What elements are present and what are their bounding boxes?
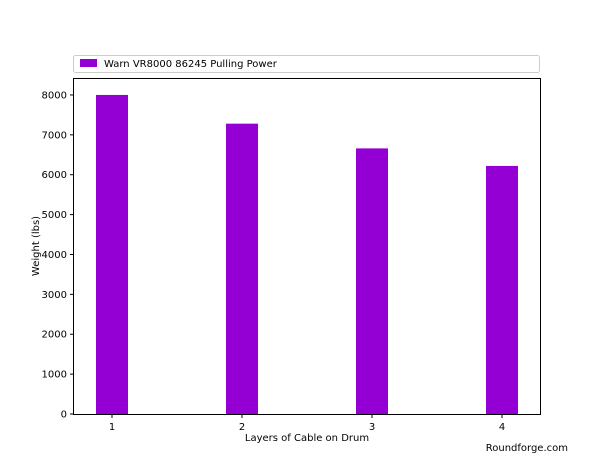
bar-2 xyxy=(226,123,258,415)
x-tick-label: 4 xyxy=(499,422,505,433)
bars-group xyxy=(96,94,518,415)
y-tick-label: 4000 xyxy=(42,250,67,261)
y-tick-label: 1000 xyxy=(42,370,67,381)
y-tick-label: 2000 xyxy=(42,330,67,341)
bar-4 xyxy=(486,165,518,414)
y-tick-label: 3000 xyxy=(42,290,67,301)
x-tick-label: 3 xyxy=(369,422,375,433)
x-tick-label: 1 xyxy=(109,422,115,433)
y-tick-label: 0 xyxy=(61,410,67,421)
bar-3 xyxy=(356,148,388,414)
watermark-text: Roundforge.com xyxy=(486,443,568,454)
legend-frame xyxy=(73,55,540,73)
legend-swatch xyxy=(80,59,97,67)
legend-label: Warn VR8000 86245 Pulling Power xyxy=(104,59,278,70)
y-tick-label: 7000 xyxy=(42,130,67,141)
y-axis-title: Weight (lbs) xyxy=(31,216,42,276)
y-tick-label: 6000 xyxy=(42,170,67,181)
y-axis-ticks: 0 1000 2000 3000 4000 5000 6000 7000 8000 xyxy=(42,90,74,421)
x-axis-title: Layers of Cable on Drum xyxy=(245,433,369,444)
plot-frame xyxy=(73,78,541,415)
bar-1 xyxy=(96,94,128,414)
y-tick-label: 5000 xyxy=(42,210,67,221)
x-tick-label: 2 xyxy=(239,422,245,433)
legend: Warn VR8000 86245 Pulling Power xyxy=(73,55,540,73)
y-tick-label: 8000 xyxy=(42,90,67,101)
x-axis-ticks: 1 2 3 4 xyxy=(109,414,505,433)
